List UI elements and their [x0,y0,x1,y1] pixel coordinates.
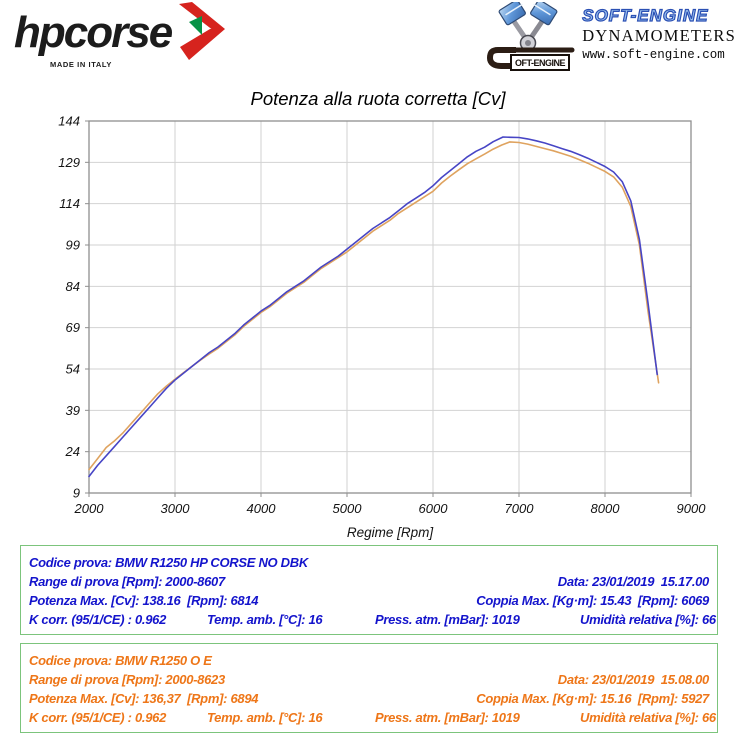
hpcorse-logo: hpcorse MADE IN ITALY [14,2,227,69]
hpcorse-arrow-icon [179,2,226,60]
softengine-name: SOFT-ENGINE [582,5,709,25]
x-tick-label: 7000 [505,501,535,516]
x-tick-label: 3000 [161,501,191,516]
coppia-max-value: Coppia Max. [Kg·m]: 15.43 [Rpm]: 6069 [476,593,709,608]
y-tick-label: 99 [66,238,80,253]
chart-title: Potenza alla ruota corretta [Cv] [250,88,506,109]
y-tick-label: 9 [73,486,80,501]
temp-amb-value: Temp. amb. [°C]: 16 [207,710,323,725]
x-tick-label: 6000 [419,501,449,516]
softengine-logo-text: OFT-ENGINE [515,58,565,68]
y-tick-label: 144 [58,114,80,129]
data-value: Data: 23/01/2019 15.17.00 [557,574,710,589]
y-tick-label: 129 [58,155,80,170]
press-atm-value: Press. atm. [mBar]: 1019 [375,710,520,725]
codice-prova-value: Codice prova: BMW R1250 HP CORSE NO DBK [29,555,308,570]
x-axis-label: Regime [Rpm] [347,525,435,540]
k-corr-value: K corr. (95/1/CE) : 0.962 [29,612,167,627]
umidita-value: Umidità relativa [%]: 66 [580,612,716,627]
codice-prova-row: Codice prova: BMW R1250 HP CORSE NO DBK [29,553,709,572]
y-tick-label: 54 [66,362,80,377]
dyno-power-chart: Potenza alla ruota corretta [Cv] 9 24 39 54… [58,88,706,540]
potenza-max-value: Potenza Max. [Cv]: 136,37 [Rpm]: 6894 [29,691,259,706]
softengine-pistons-icon: OFT-ENGINE [487,2,575,71]
made-in-italy-label: MADE IN ITALY [50,60,112,69]
x-tick-label: 9000 [677,501,707,516]
test-info-table-oe: Codice prova: BMW R1250 O E Range di pro… [20,643,718,733]
coppia-max-value: Coppia Max. [Kg·m]: 15.16 [Rpm]: 5927 [476,691,709,706]
codice-prova-value: Codice prova: BMW R1250 O E [29,653,212,668]
codice-prova-row: Codice prova: BMW R1250 O E [29,651,709,670]
y-tick-label: 84 [66,279,80,294]
x-tick-label: 4000 [247,501,277,516]
range-prova-value: Range di prova [Rpm]: 2000-8623 [29,672,225,687]
plot-border [88,120,692,494]
y-tick-label: 39 [66,403,80,418]
umidita-value: Umidità relativa [%]: 66 [580,710,716,725]
press-atm-value: Press. atm. [mBar]: 1019 [375,612,520,627]
range-prova-value: Range di prova [Rpm]: 2000-8607 [29,574,225,589]
power-curve-0 [88,136,659,478]
data-value: Data: 23/01/2019 15.08.00 [557,672,710,687]
x-tick-label: 8000 [591,501,621,516]
header: hpcorse MADE IN ITALY [0,0,738,85]
potenza-max-value: Potenza Max. [Cv]: 138.16 [Rpm]: 6814 [29,593,259,608]
temp-amb-value: Temp. amb. [°C]: 16 [207,612,323,627]
k-corr-value: K corr. (95/1/CE) : 0.962 [29,710,167,725]
softengine-subtitle: DYNAMOMETERS [582,26,736,46]
y-tick-label: 69 [66,320,80,335]
power-curve-1 [88,141,660,471]
x-tick-label: 5000 [333,501,363,516]
softengine-url: www.soft-engine.com [582,48,725,63]
chart-plot-area: 9 24 39 54 69 84 99 114 129 144 2000 3000 4000 5000 60… [58,114,706,517]
y-tick-label: 24 [65,444,80,459]
softengine-logo: OFT-ENGINE SOFT-ENGINE DYNAMOMETERS www.… [486,2,736,74]
test-info-table-hpcorse: Codice prova: BMW R1250 HP CORSE NO DBK … [20,545,718,635]
hpcorse-brand-text: hpcorse [14,8,173,57]
x-tick-label: 2000 [74,501,105,516]
y-tick-label: 114 [59,196,80,211]
